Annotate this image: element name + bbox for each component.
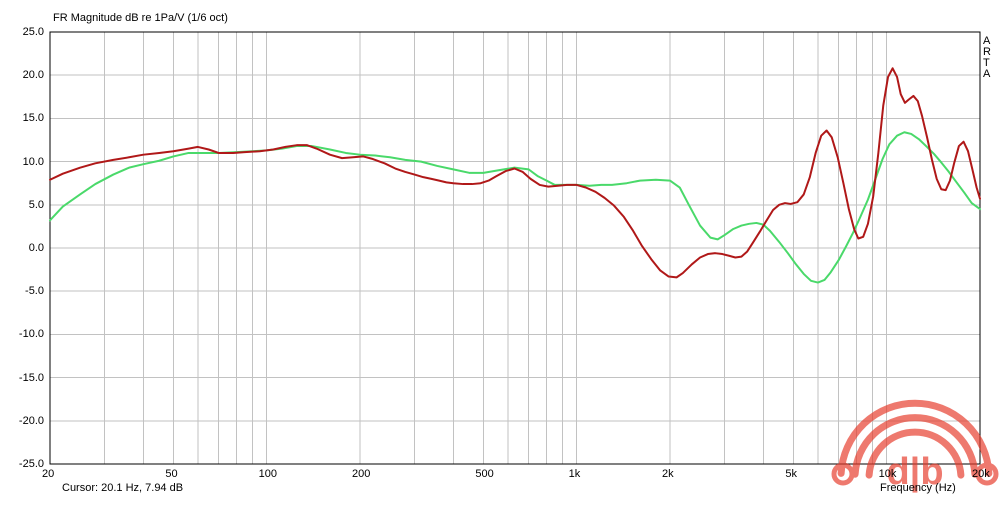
y-tick-label: -25.0 bbox=[19, 458, 44, 470]
x-axis-label: Frequency (Hz) bbox=[880, 482, 956, 494]
x-tick-label: 5k bbox=[785, 468, 797, 480]
y-tick-label: 20.0 bbox=[23, 69, 44, 81]
y-tick-label: 25.0 bbox=[23, 26, 44, 38]
x-tick-label: 2k bbox=[662, 468, 674, 480]
x-tick-label: 20k bbox=[972, 468, 990, 480]
y-tick-label: 5.0 bbox=[29, 199, 44, 211]
x-tick-label: 50 bbox=[165, 468, 177, 480]
x-tick-label: 1k bbox=[569, 468, 581, 480]
y-tick-label: 0.0 bbox=[29, 242, 44, 254]
y-tick-label: -5.0 bbox=[25, 285, 44, 297]
fr-chart: d|b bbox=[0, 0, 999, 507]
x-tick-label: 500 bbox=[475, 468, 493, 480]
y-tick-label: -10.0 bbox=[19, 328, 44, 340]
y-tick-label: 15.0 bbox=[23, 112, 44, 124]
x-tick-label: 20 bbox=[42, 468, 54, 480]
y-tick-label: 10.0 bbox=[23, 156, 44, 168]
y-tick-label: -15.0 bbox=[19, 372, 44, 384]
y-tick-label: -20.0 bbox=[19, 415, 44, 427]
cursor-readout: Cursor: 20.1 Hz, 7.94 dB bbox=[62, 482, 183, 494]
x-tick-label: 100 bbox=[259, 468, 277, 480]
arta-label: ARTA bbox=[983, 36, 991, 80]
x-tick-label: 200 bbox=[352, 468, 370, 480]
x-tick-label: 10k bbox=[879, 468, 897, 480]
